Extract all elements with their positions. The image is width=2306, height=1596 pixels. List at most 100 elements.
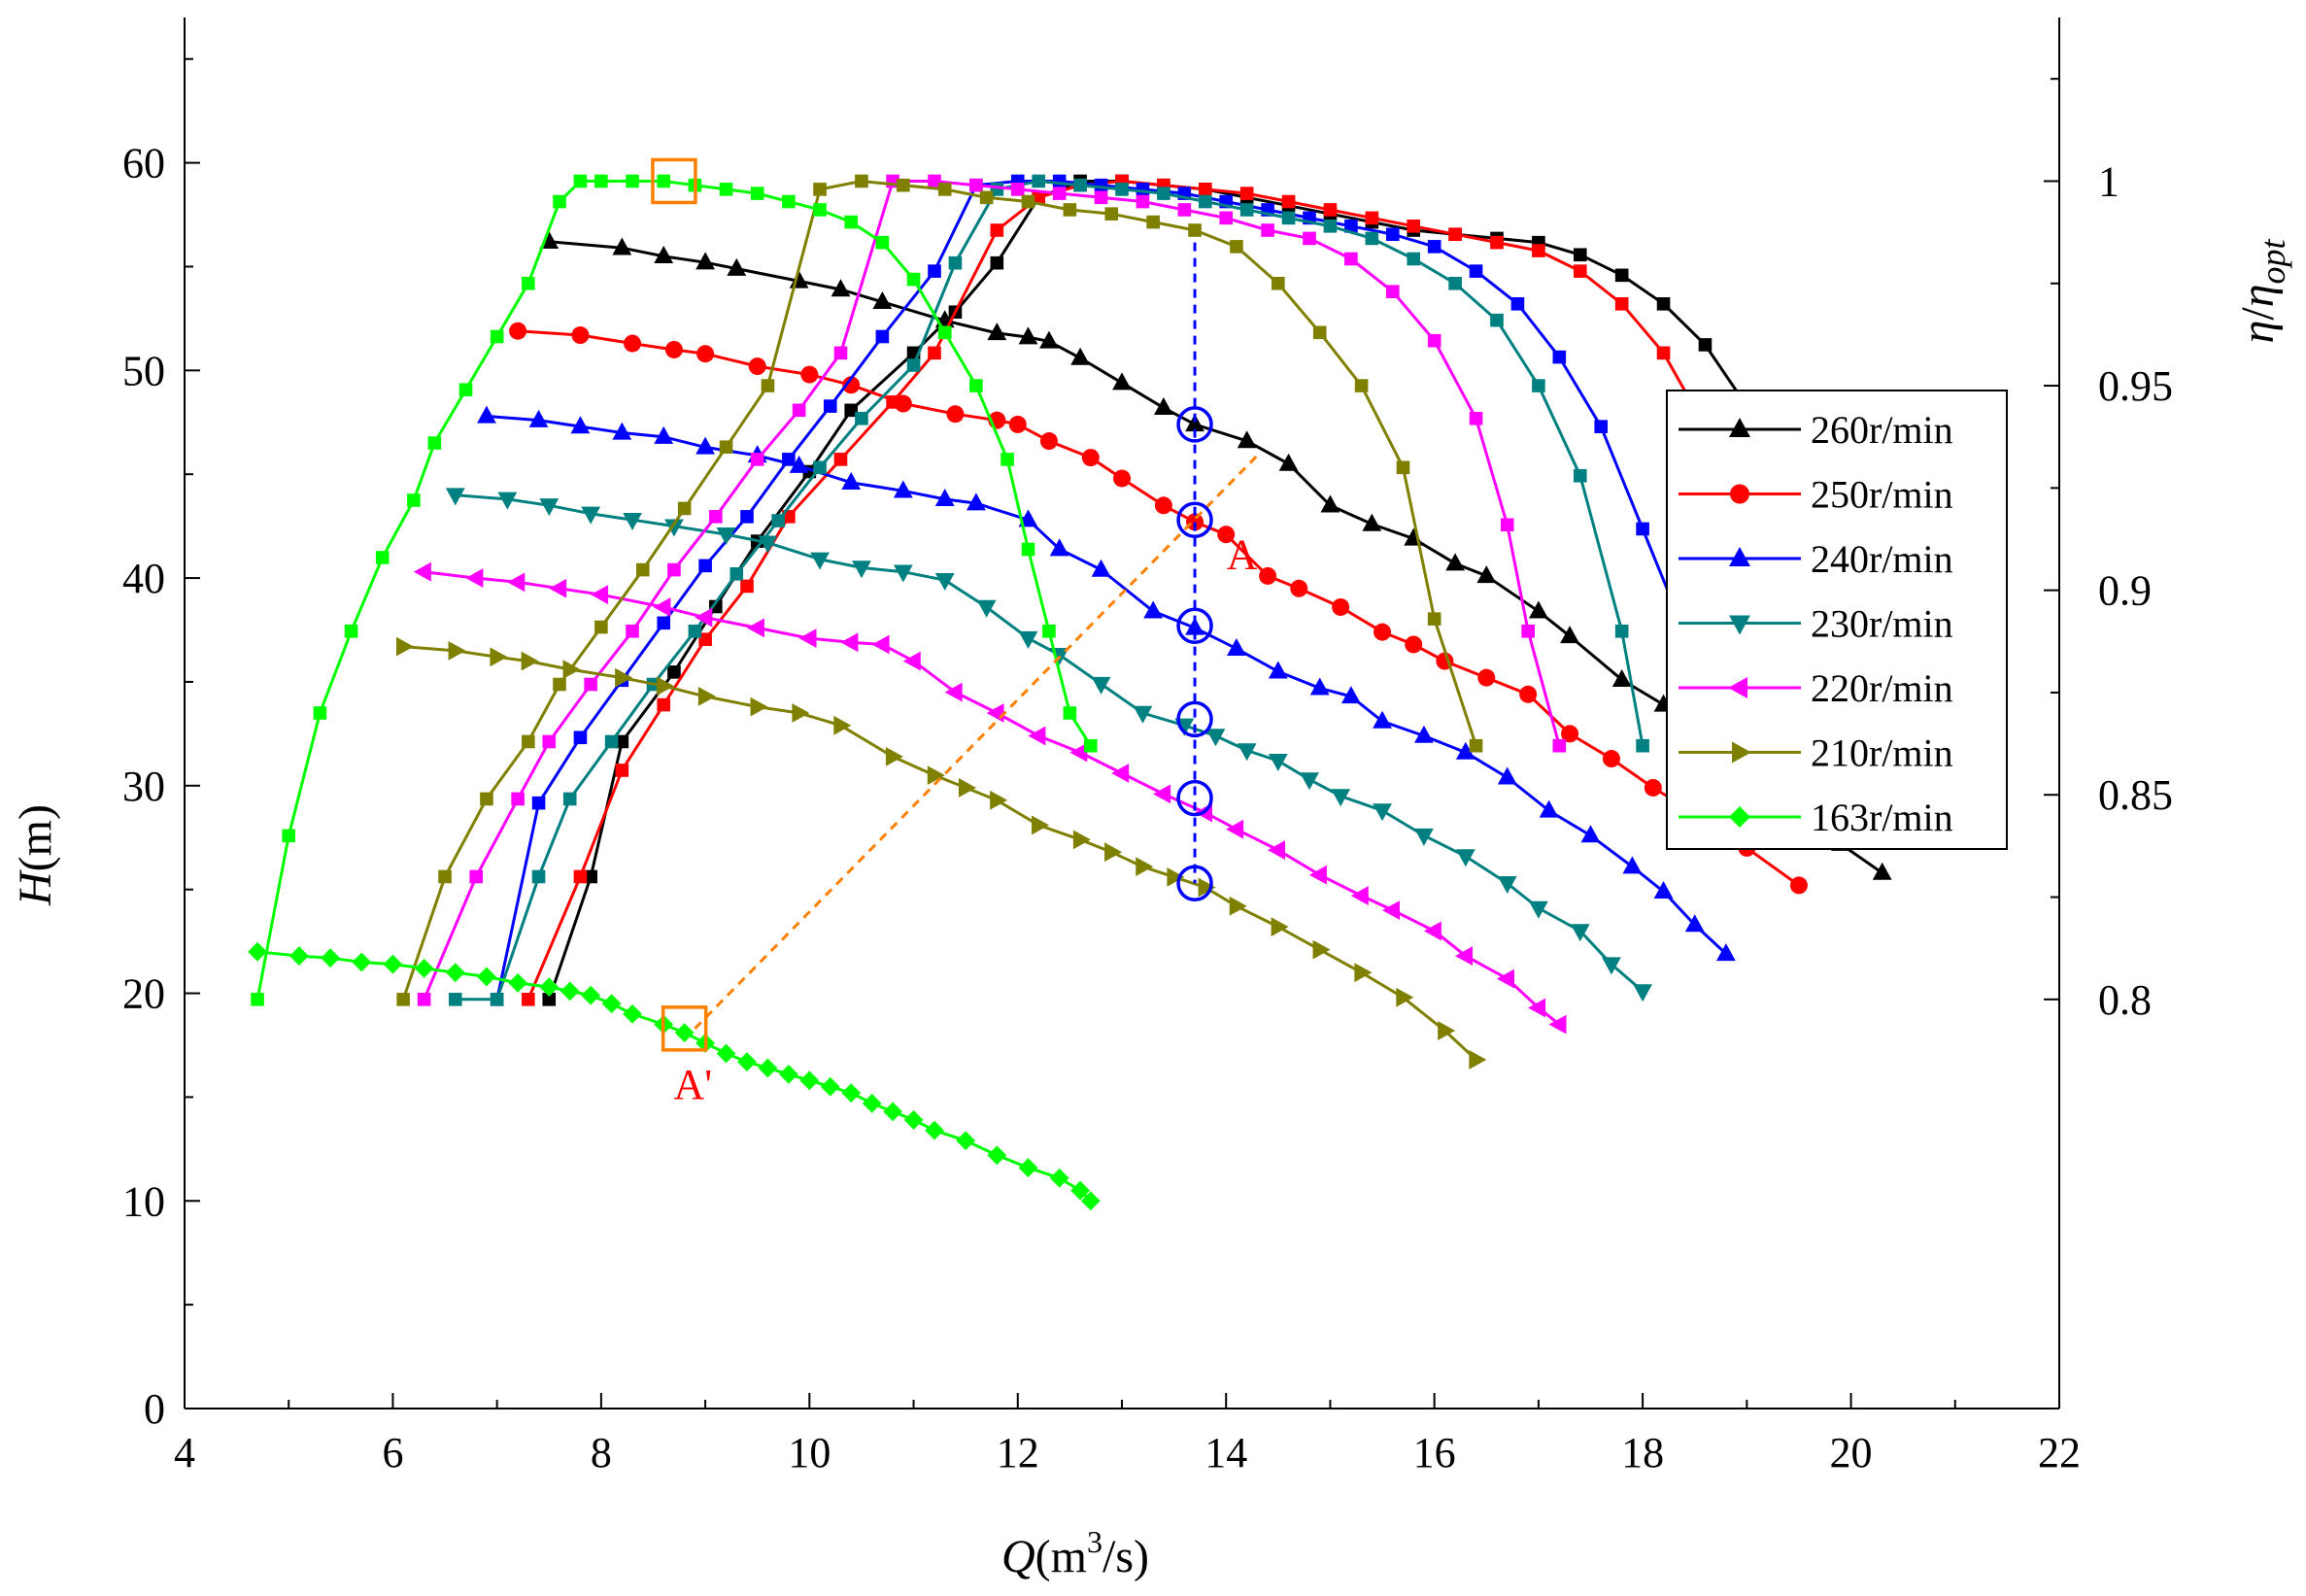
head-point (549, 578, 567, 598)
head-point (1091, 676, 1111, 695)
head-point (1340, 686, 1361, 704)
efficiency-point (1656, 297, 1671, 311)
efficiency-point (740, 579, 754, 594)
head-point (1519, 685, 1538, 703)
efficiency-point (1157, 187, 1170, 200)
head-point (872, 291, 893, 310)
efficiency-point (626, 624, 639, 638)
y2-tick-label: 1 (2098, 157, 2119, 205)
head-point (1308, 865, 1327, 885)
legend-label: 220r/min (1811, 666, 1953, 710)
efficiency-point (1177, 203, 1192, 217)
efficiency-point (1448, 227, 1462, 242)
efficiency-point (657, 616, 671, 630)
head-point (871, 634, 890, 655)
efficiency-point (594, 174, 608, 188)
head-point (903, 1110, 924, 1130)
efficiency-point (531, 869, 546, 884)
head-point (1414, 725, 1434, 743)
head-point (833, 715, 852, 735)
head-point (1872, 862, 1892, 880)
head-point (727, 257, 747, 276)
head-point (902, 651, 921, 671)
head-point (1268, 661, 1288, 679)
head-point (1455, 849, 1475, 867)
x-tick-label: 20 (1830, 1429, 1873, 1477)
annotations: A A' (651, 157, 1259, 1108)
head-point (1049, 1168, 1069, 1188)
head-point (1300, 772, 1319, 791)
efficiency-point (1115, 183, 1129, 196)
efficiency-point (937, 183, 952, 196)
head-point (570, 416, 591, 434)
efficiency-point (855, 411, 868, 425)
head-point (987, 323, 1007, 341)
head-point (716, 526, 736, 545)
series-163r/min (248, 174, 1101, 1211)
head-point (414, 958, 434, 978)
legend-marker (1729, 418, 1750, 437)
highlight-square-efficiency (651, 157, 697, 205)
efficiency-point (1573, 248, 1587, 262)
head-point (1008, 415, 1027, 433)
series-220r/min (413, 174, 1567, 1035)
x-tick-label: 12 (997, 1429, 1039, 1477)
x-tick-label: 16 (1413, 1429, 1456, 1477)
efficiency-point (553, 677, 566, 692)
head-point (591, 585, 609, 605)
head-point (697, 687, 716, 706)
head-point (820, 1076, 840, 1097)
efficiency-point (1198, 194, 1212, 209)
head-point (1271, 917, 1289, 937)
head-point (944, 682, 963, 702)
efficiency-point (906, 358, 921, 372)
efficiency-point (1407, 252, 1421, 266)
efficiency-point (1594, 420, 1609, 433)
head-point (1226, 819, 1244, 839)
series-250r/min (509, 174, 1808, 1006)
head-point (1528, 900, 1548, 919)
head-point (1143, 600, 1164, 619)
plot-area (248, 174, 1892, 1211)
head-point (1259, 566, 1277, 585)
head-point (758, 535, 778, 554)
efficiency-point (1427, 333, 1441, 348)
efficiency-point (979, 190, 994, 205)
efficiency-point (657, 697, 671, 712)
head-point (986, 703, 1004, 723)
similarity-dashed-line (694, 454, 1259, 1030)
efficiency-point (875, 329, 890, 344)
efficiency-point (1614, 297, 1629, 311)
head-point (927, 765, 945, 786)
efficiency-point (928, 346, 941, 360)
head-point (1496, 968, 1514, 989)
efficiency-point (719, 183, 733, 196)
efficiency-point (615, 764, 629, 777)
head-point (1049, 538, 1069, 557)
efficiency-point (740, 510, 754, 524)
head-point (448, 640, 466, 661)
efficiency-point (761, 379, 775, 392)
efficiency-point (990, 255, 1004, 270)
efficiency-point (490, 993, 504, 1006)
head-point (1186, 513, 1204, 531)
efficiency-point (522, 993, 535, 1006)
y-tick-label: 0 (144, 1385, 165, 1433)
legend-marker (1729, 806, 1750, 828)
legend-marker (1729, 547, 1750, 566)
head-point (841, 471, 862, 490)
head-point (1622, 856, 1643, 874)
head-point (1405, 635, 1423, 654)
head-point (1312, 939, 1331, 960)
head-point (1373, 710, 1392, 729)
efficiency-point (396, 993, 410, 1006)
head-point (1153, 397, 1173, 416)
head-point (1167, 866, 1185, 887)
efficiency-point (969, 178, 983, 192)
head-point (696, 345, 715, 363)
head-point (1080, 1191, 1101, 1211)
head-point (477, 405, 496, 424)
head-point (507, 572, 526, 593)
y-tick-label: 10 (122, 1177, 165, 1225)
efficiency-point (657, 174, 671, 188)
